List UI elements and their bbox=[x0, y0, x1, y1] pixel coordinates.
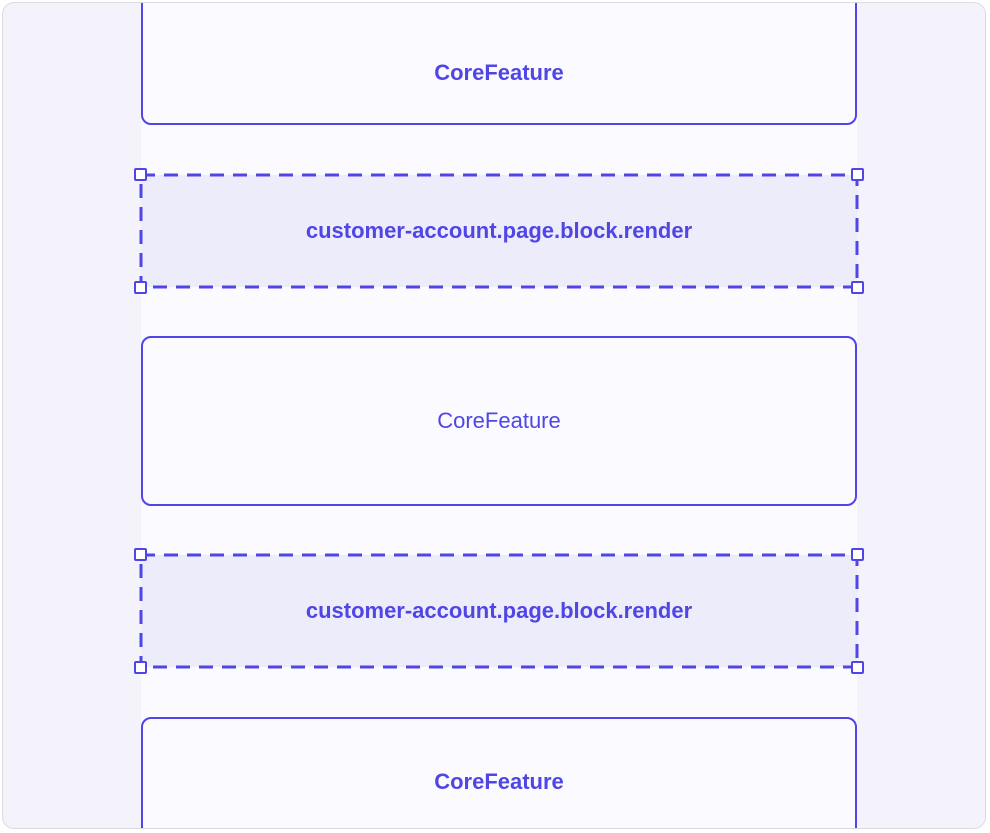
extension-target-label: customer-account.page.block.render bbox=[305, 218, 693, 243]
resize-handle-top-left[interactable] bbox=[134, 548, 147, 561]
core-feature-block-middle: CoreFeature bbox=[141, 336, 857, 506]
core-feature-label: CoreFeature bbox=[437, 408, 561, 433]
extension-target-label: customer-account.page.block.render bbox=[305, 598, 693, 623]
dashed-outline bbox=[139, 173, 859, 289]
extension-target-block-2: customer-account.page.block.render bbox=[134, 548, 864, 674]
resize-handle-bottom-right[interactable] bbox=[851, 661, 864, 674]
core-feature-block-top: CoreFeature bbox=[141, 3, 857, 125]
resize-handle-bottom-left[interactable] bbox=[134, 281, 147, 294]
resize-handle-top-right[interactable] bbox=[851, 548, 864, 561]
resize-handle-bottom-right[interactable] bbox=[851, 281, 864, 294]
resize-handle-top-right[interactable] bbox=[851, 168, 864, 181]
dashed-outline bbox=[139, 553, 859, 669]
core-feature-label: CoreFeature bbox=[434, 769, 564, 794]
core-feature-block-bottom: CoreFeature bbox=[141, 717, 857, 828]
extension-target-block-1: customer-account.page.block.render bbox=[134, 168, 864, 294]
resize-handle-bottom-left[interactable] bbox=[134, 661, 147, 674]
core-feature-label: CoreFeature bbox=[434, 60, 564, 85]
resize-handle-top-left[interactable] bbox=[134, 168, 147, 181]
